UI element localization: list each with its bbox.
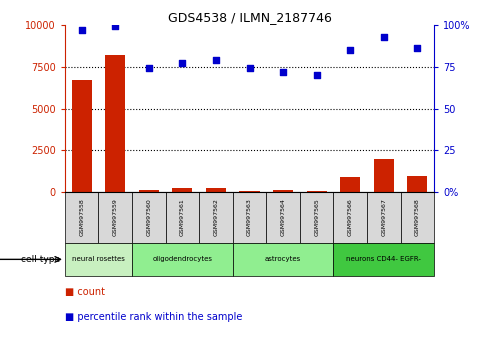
Point [111,24,119,29]
Bar [206,188,226,192]
Text: GSM997558: GSM997558 [79,199,84,236]
Bar [273,190,293,192]
Point [246,65,253,71]
Point [145,65,153,71]
Text: GSM997566: GSM997566 [348,199,353,236]
Bar [300,192,333,242]
Bar [407,176,428,192]
Bar [132,242,233,276]
Point [279,69,287,75]
Bar [374,159,394,192]
Text: GSM997568: GSM997568 [415,199,420,236]
Text: astrocytes: astrocytes [265,256,301,262]
Text: neural rosettes: neural rosettes [72,256,125,262]
Bar [306,191,327,192]
Bar [233,192,266,242]
Point [346,47,354,53]
Text: oligodendrocytes: oligodendrocytes [152,256,213,262]
Bar [132,192,166,242]
Bar [65,242,132,276]
Text: ■ count: ■ count [65,287,105,297]
Bar [333,192,367,242]
Bar [367,192,401,242]
Text: GSM997565: GSM997565 [314,199,319,236]
Bar [105,55,125,192]
Text: GSM997567: GSM997567 [381,199,386,236]
Text: neurons CD44- EGFR-: neurons CD44- EGFR- [346,256,421,262]
Bar [65,192,98,242]
Bar [340,177,360,192]
Text: GSM997564: GSM997564 [280,199,285,236]
Bar [233,242,333,276]
Bar [166,192,199,242]
Text: ■ percentile rank within the sample: ■ percentile rank within the sample [65,312,242,321]
Title: GDS4538 / ILMN_2187746: GDS4538 / ILMN_2187746 [168,11,331,24]
Bar [401,192,434,242]
Bar [266,192,300,242]
Point [212,57,220,63]
Point [380,34,388,39]
Bar [240,191,259,192]
Text: GSM997559: GSM997559 [113,199,118,236]
Bar [333,242,434,276]
Text: cell type: cell type [21,255,60,264]
Bar [139,190,159,192]
Text: GSM997561: GSM997561 [180,199,185,236]
Bar [199,192,233,242]
Point [178,61,186,66]
Text: GSM997560: GSM997560 [146,199,151,236]
Text: GSM997563: GSM997563 [247,199,252,236]
Text: GSM997562: GSM997562 [214,199,219,236]
Bar [98,192,132,242]
Point [78,27,86,33]
Point [313,72,321,78]
Bar [172,188,193,192]
Point [413,45,421,51]
Bar [71,80,92,192]
